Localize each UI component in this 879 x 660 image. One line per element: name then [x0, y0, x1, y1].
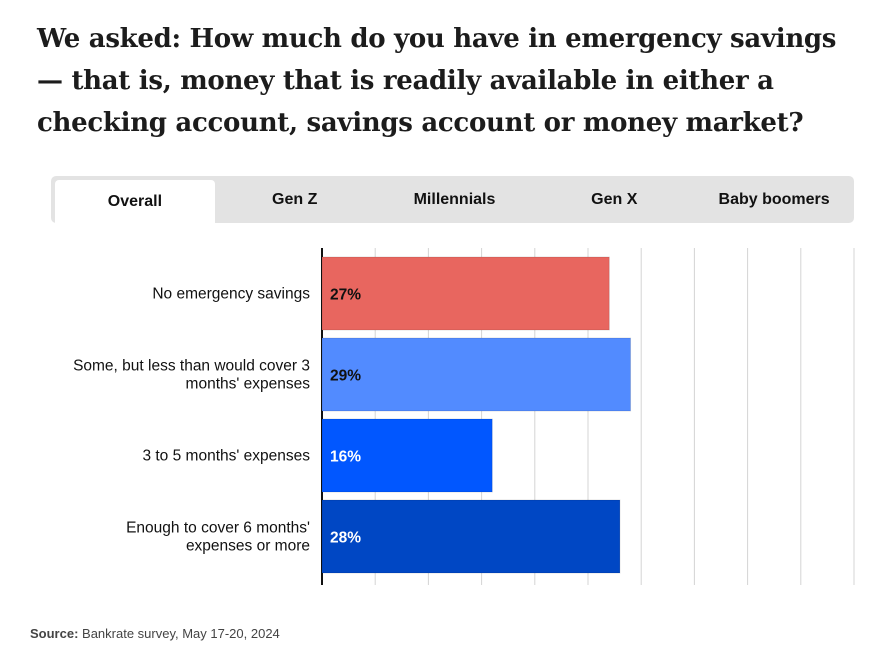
category-label: Enough to cover 6 months' expenses or mor…: [126, 520, 310, 555]
source-text: Bankrate survey, May 17-20, 2024: [82, 626, 280, 641]
chart-bars: [321, 256, 632, 574]
chart-title: We asked: How much do you have in emerge…: [37, 24, 837, 138]
data-label: 29%: [330, 368, 361, 385]
data-label: 27%: [330, 287, 361, 304]
bar-chart: 27% No emergency savings 29% Some, but less…: [73, 248, 855, 585]
bar: [321, 418, 493, 493]
category-label: Some, but less than would cover 3 months'…: [73, 358, 310, 393]
tab-bar: Overall Gen Z Millennials Gen X Baby boo…: [51, 176, 854, 223]
bar: [321, 499, 621, 574]
data-label: 28%: [330, 530, 361, 547]
tab-millennials[interactable]: Millennials: [413, 190, 496, 208]
chart-labels: 27% No emergency savings 29% Some, but less…: [73, 286, 361, 555]
tab-baby-boomers[interactable]: Baby boomers: [718, 190, 830, 208]
tab-overall[interactable]: Overall: [55, 180, 215, 223]
category-label: 3 to 5 months' expenses: [142, 448, 310, 465]
category-label: No emergency savings: [152, 286, 310, 303]
bar: [321, 337, 632, 412]
source-label: Source:: [30, 626, 79, 641]
tab-gen-x[interactable]: Gen X: [591, 190, 638, 208]
data-label: 16%: [330, 449, 361, 466]
tab-gen-z[interactable]: Gen Z: [272, 190, 318, 208]
bar: [321, 256, 610, 331]
source-note: Source: Bankrate survey, May 17-20, 2024: [30, 626, 280, 641]
